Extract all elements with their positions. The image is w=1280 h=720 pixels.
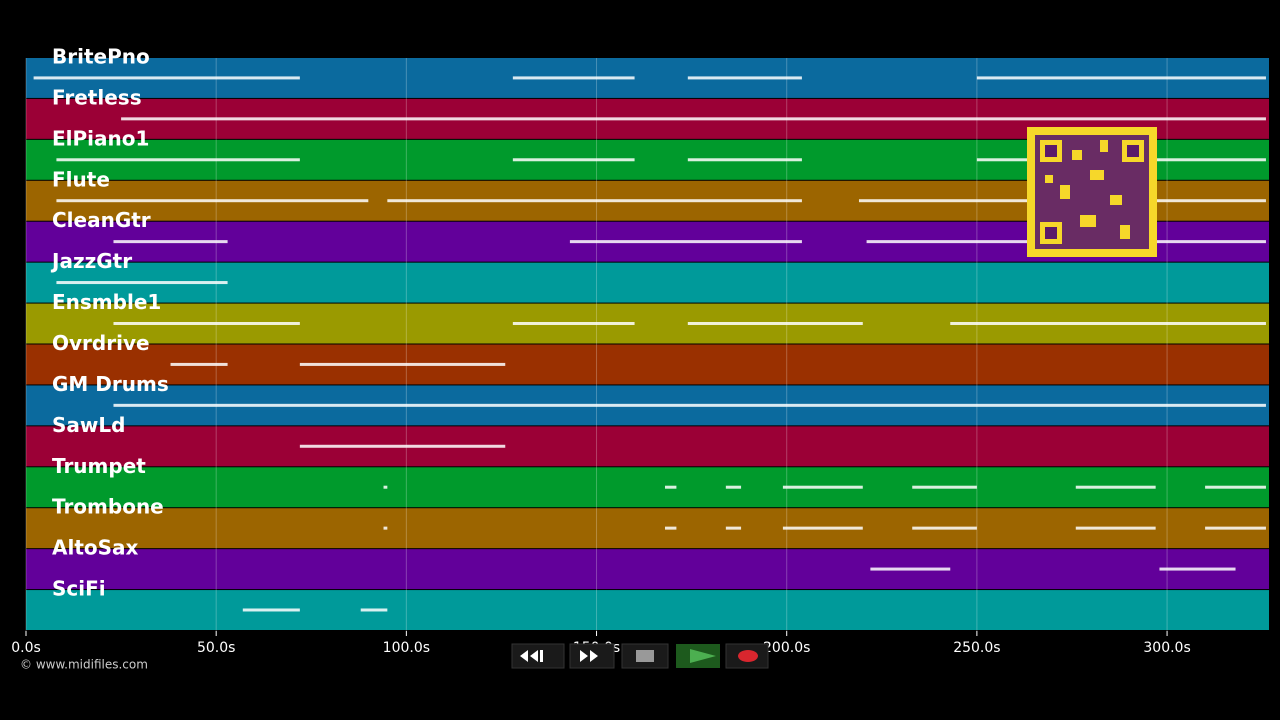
rewind-button[interactable] [511,643,565,669]
controls [511,643,769,669]
note-span [113,403,1266,407]
note-span [1075,526,1156,530]
note-span [664,526,677,530]
track-labels: BritePno Fretless ElPiano1 Flute CleanGtr Jaz… [50,45,169,601]
track-name: AltoSax [52,536,139,560]
track-band [26,426,1269,467]
track-name: Flute [52,167,110,191]
track-name: SawLd [52,413,125,437]
track-name: Ensmble1 [52,290,161,314]
note-span [56,281,228,285]
note-span [56,158,300,162]
tick-label: 100.0s [383,640,430,656]
note-span [387,199,802,203]
track-band [26,344,1269,385]
note-span [1075,485,1156,489]
note-span [113,321,300,325]
note-span [782,485,863,489]
forward-button[interactable] [569,643,615,669]
track-name: GM Drums [52,372,169,396]
note-span [912,526,977,530]
track-band [26,508,1269,549]
qr-code [1027,127,1157,257]
copyright: © www.midifiles.com [20,658,148,672]
note-span [299,444,506,448]
note-span [1159,567,1236,571]
tick-label: 50.0s [197,640,235,656]
note-span [569,240,802,244]
track-name: Fretless [52,85,142,109]
note-span [512,321,635,325]
track-name: JazzGtr [50,249,132,273]
note-span [1205,485,1266,489]
note-span [725,526,742,530]
track-name: SciFi [52,577,106,601]
track-band [26,262,1269,303]
record-button[interactable] [725,643,769,669]
note-span [512,158,635,162]
track-name: CleanGtr [52,208,151,232]
track-band [26,549,1269,590]
track-band [26,467,1269,508]
note-span [383,485,388,489]
tick-label: 200.0s [763,640,810,656]
note-span [782,526,863,530]
play-button[interactable] [676,644,720,668]
track-band [26,590,1269,630]
track-name: Trumpet [52,454,146,478]
note-span [121,117,1266,121]
tick-label: 250.0s [953,640,1000,656]
note-span [976,76,1266,80]
track-name: ElPiano1 [52,126,149,150]
note-span [360,608,388,612]
note-span [113,240,228,244]
note-span [664,485,677,489]
track-name: BritePno [52,45,150,69]
note-span [950,321,1266,325]
track-name: Trombone [52,495,164,519]
note-span [725,485,742,489]
tick-label: 0.0s [11,640,41,656]
track-name: Ovrdrive [52,331,150,355]
note-span [56,199,369,203]
note-span [1205,526,1266,530]
note-span [687,76,802,80]
stop-button[interactable] [621,643,669,669]
note-span [512,76,635,80]
note-span [687,321,863,325]
note-span [33,76,300,80]
note-span [383,526,388,530]
note-span [687,158,802,162]
grid [25,58,1168,631]
note-span [912,485,977,489]
note-span [170,362,228,366]
tick-label: 300.0s [1143,640,1190,656]
note-span [870,567,951,571]
note-span [299,362,506,366]
note-span [242,608,300,612]
